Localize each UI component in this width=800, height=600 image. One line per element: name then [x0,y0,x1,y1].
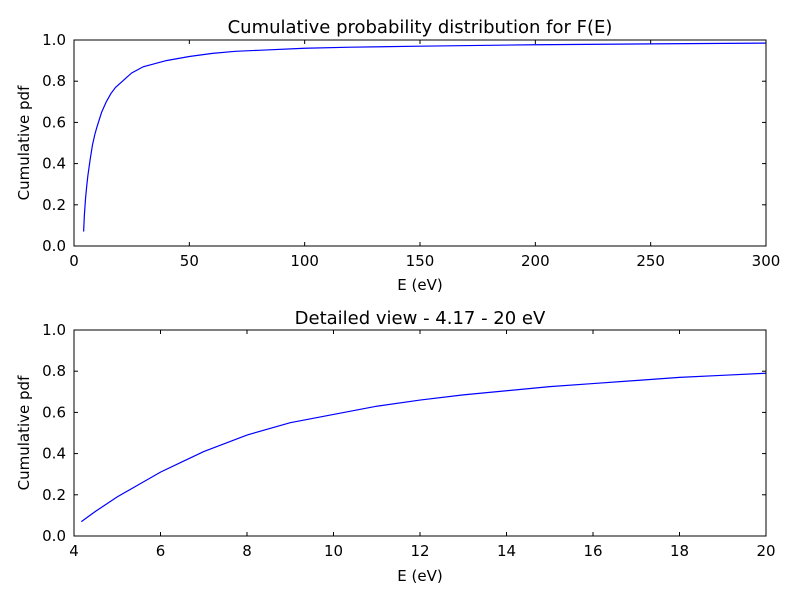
x-tick-label: 150 [406,252,435,270]
x-tick-label: 4 [69,542,79,560]
ticks [73,329,767,537]
y-tick-label: 0.4 [42,155,66,173]
x-tick-label: 18 [670,542,689,560]
x-tick-label: 300 [752,252,781,270]
plot-frame [73,329,767,537]
y-tick-label: 0.0 [42,527,66,545]
y-tick-label: 0.2 [42,486,66,504]
x-tick-label: 200 [521,252,550,270]
x-tick-label: 0 [69,252,79,270]
x-tick-label: 250 [636,252,665,270]
y-axis-label: Cumulative pdf [15,375,33,490]
x-tick-label: 8 [242,542,252,560]
x-tick-label: 16 [583,542,602,560]
x-tick-label: 50 [180,252,199,270]
series-line [83,42,767,232]
y-tick-label: 0.2 [42,196,66,214]
y-tick-label: 0.8 [42,362,66,380]
x-tick-label: 10 [324,542,343,560]
x-axis-label: E (eV) [397,567,442,585]
x-tick-label: 20 [756,542,775,560]
series-line [80,372,767,523]
chart-panel-bottom: Detailed view - 4.17 - 20 eV 4 6 8 10 12 14 16… [15,308,776,585]
y-tick-label: 0.0 [42,237,66,255]
y-tick-label: 0.6 [42,113,66,131]
tick-labels: 4 6 8 10 12 14 16 18 20 0.0 0.2 0.4 0.6 0.8 1.0 [42,321,775,560]
y-tick-label: 0.4 [42,445,66,463]
tick-labels: 0 50 100 150 200 250 300 0.0 0.2 0.4 0.6 0.8 1.0 [42,31,780,270]
y-tick-label: 0.8 [42,72,66,90]
x-tick-label: 12 [410,542,429,560]
x-tick-label: 14 [497,542,516,560]
chart-panel-top: Cumulative probability distribution for … [15,17,780,294]
x-tick-label: 100 [290,252,319,270]
plot-frame [73,39,767,247]
y-tick-label: 1.0 [42,31,66,49]
ticks [73,39,767,247]
chart-title: Cumulative probability distribution for … [228,17,613,38]
x-tick-label: 6 [156,542,166,560]
x-axis-label: E (eV) [397,276,442,294]
y-axis-label: Cumulative pdf [15,85,33,200]
y-tick-label: 0.6 [42,403,66,421]
chart-title: Detailed view - 4.17 - 20 eV [295,308,546,329]
y-tick-label: 1.0 [42,321,66,339]
